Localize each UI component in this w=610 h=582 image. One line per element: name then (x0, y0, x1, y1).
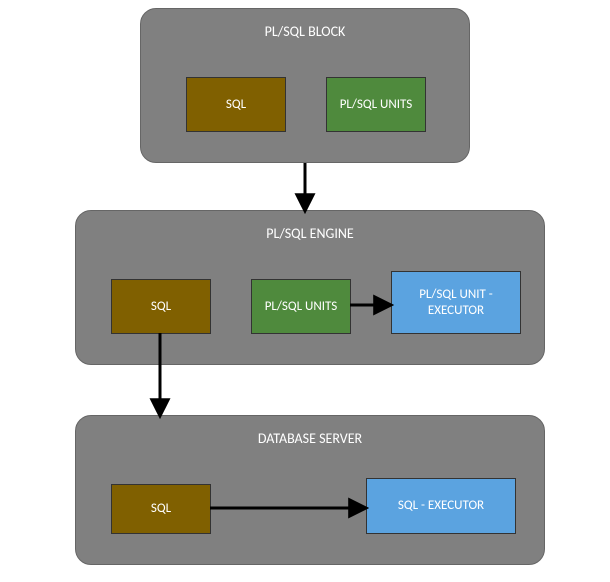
arrows-overlay (0, 0, 610, 582)
